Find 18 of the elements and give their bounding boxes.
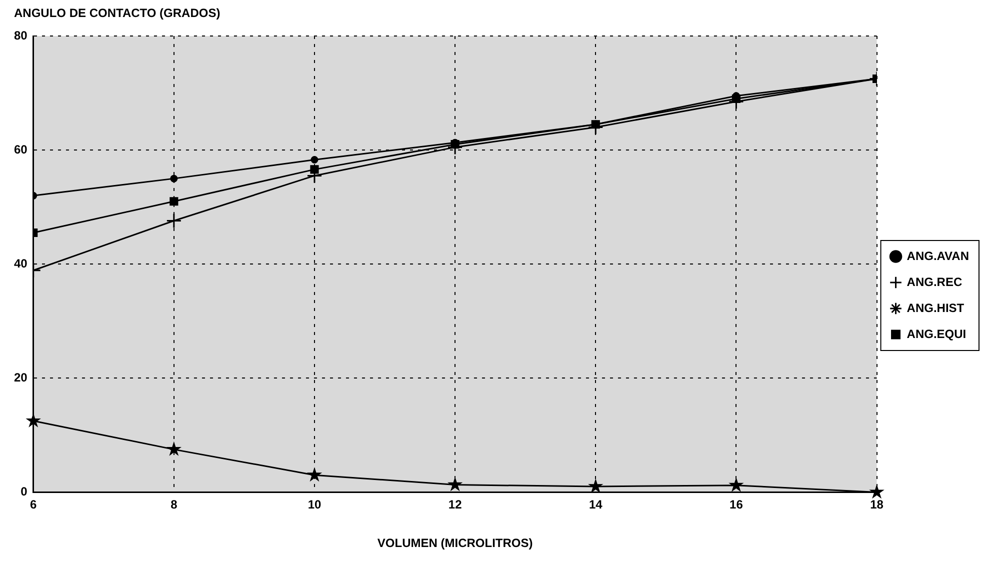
x-tick-label: 16 <box>730 498 744 512</box>
x-tick-label: 8 <box>170 498 178 512</box>
y-tick-label: 60 <box>14 142 28 156</box>
x-axis-title: VOLUMEN (MICROLITROS) <box>377 536 533 550</box>
legend-label: ANG.EQUI <box>906 326 966 341</box>
y-tick-label: 20 <box>14 370 28 384</box>
y-tick-label: 80 <box>14 28 28 42</box>
y-tick-label: 0 <box>20 484 28 499</box>
x-tick-label: 14 <box>588 498 603 512</box>
x-tick-label: 18 <box>870 498 884 512</box>
x-tick-label: 12 <box>448 498 462 512</box>
x-tick-label: 6 <box>30 498 38 512</box>
y-tick-label: 40 <box>14 256 28 270</box>
legend-label: ANG.AVAN <box>906 248 970 263</box>
legend-label: ANG.REC <box>906 274 962 289</box>
x-tick-label: 10 <box>308 498 322 512</box>
legend-label: ANG.HIST <box>906 300 965 315</box>
y-axis-title: ANGULO DE CONTACTO (GRADOS) <box>14 6 220 20</box>
